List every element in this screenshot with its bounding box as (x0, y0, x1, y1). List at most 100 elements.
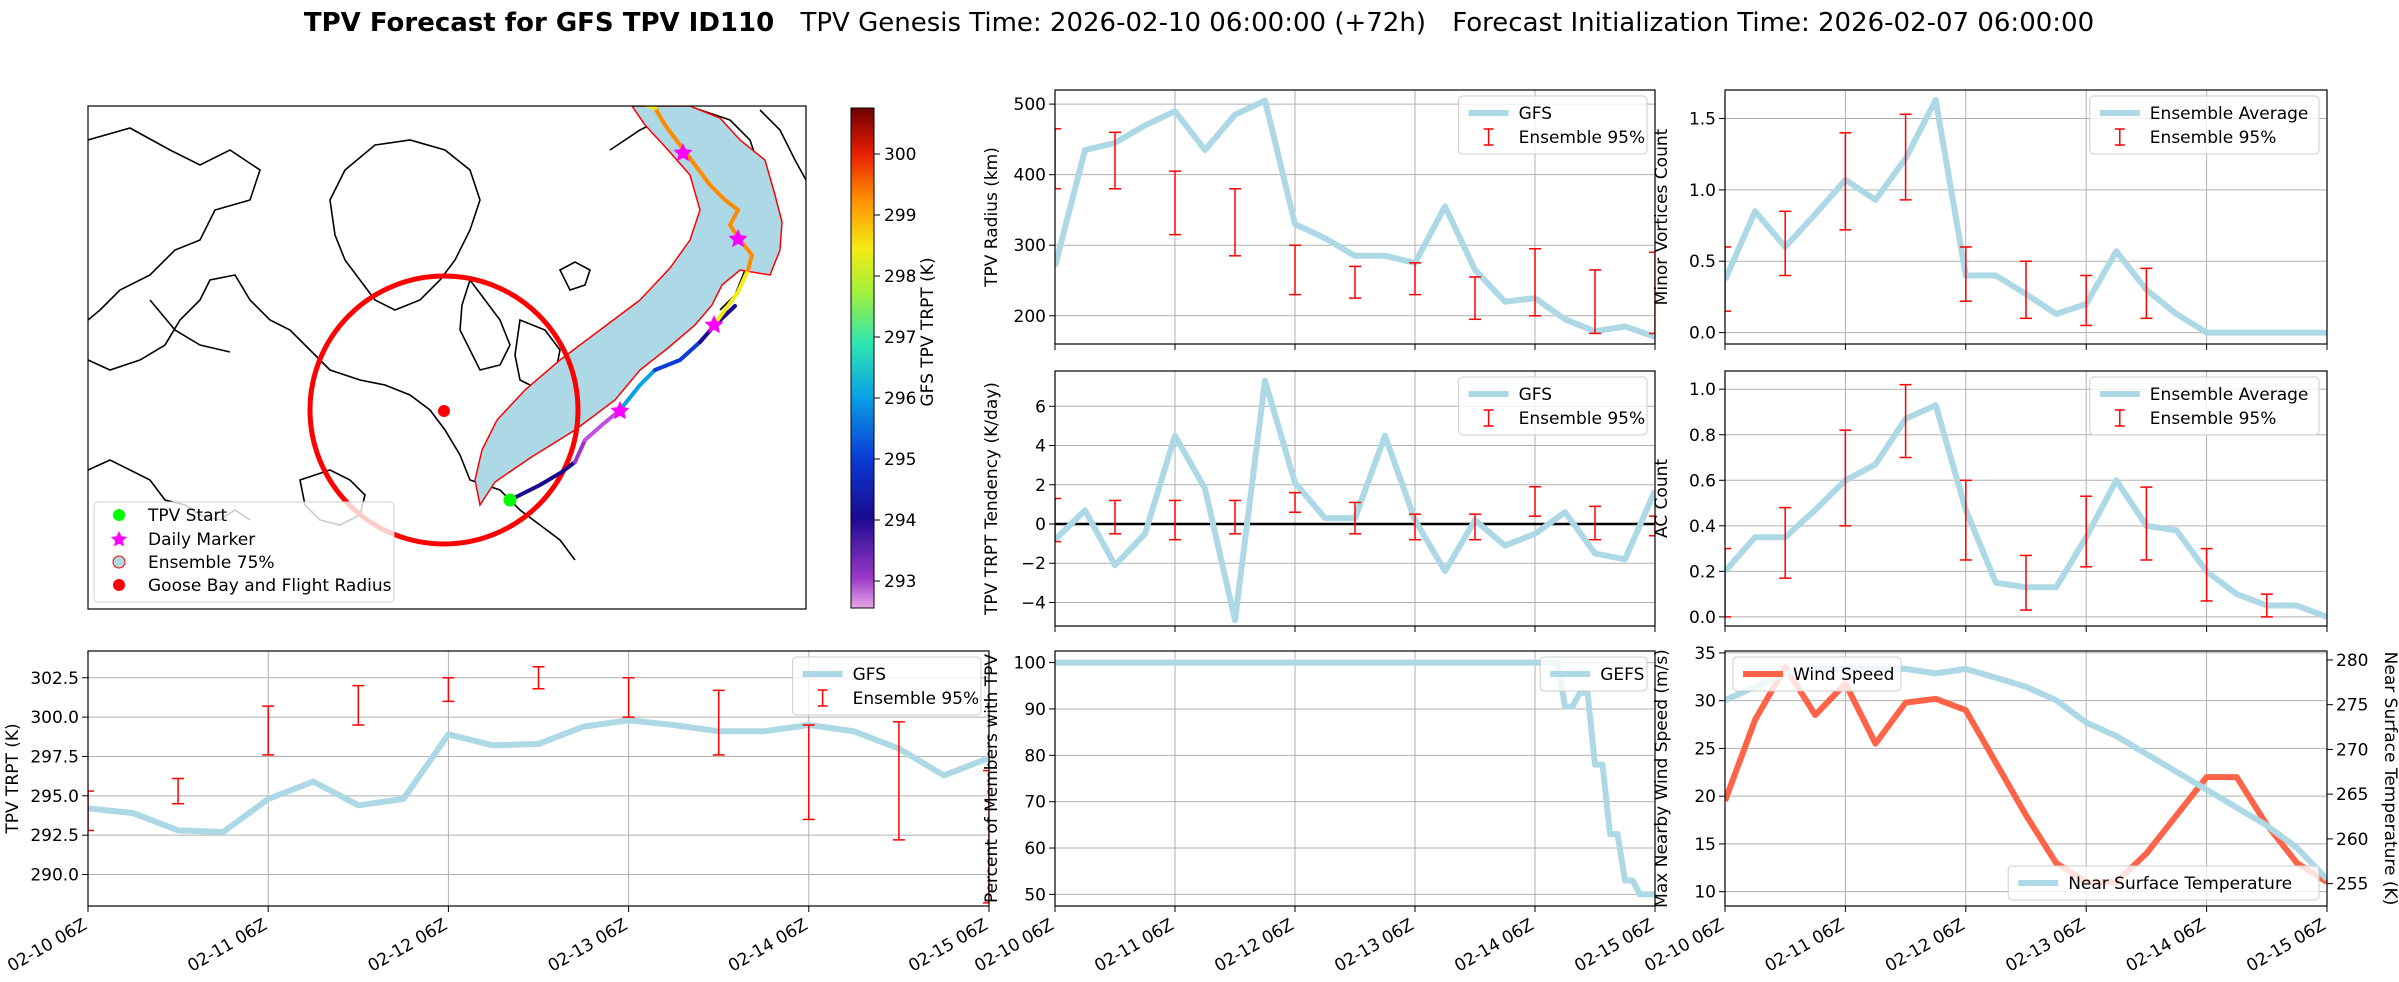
y-tick-label: 100 (1014, 654, 1046, 674)
y-tick-label: 0.8 (1689, 426, 1716, 446)
legend-label: GEFS (1600, 665, 1644, 685)
daily-marker-star (610, 401, 630, 420)
error-bar (1589, 505, 1601, 541)
error-bar (172, 777, 185, 805)
x-tick-label: 02-14 06Z (1451, 915, 1537, 976)
y-tick-label: 70 (1024, 793, 1046, 813)
legend-label: Ensemble Average (2150, 385, 2309, 405)
y-tick-label: 0.5 (1689, 252, 1716, 272)
legend: Ensemble Average Ensemble 95% (2089, 95, 2320, 155)
legend: GFS Ensemble 95% (1458, 376, 1648, 436)
series-line-gfs (88, 717, 989, 835)
colorbar-tick-label: 298 (884, 267, 916, 287)
error-bar (1839, 429, 1852, 527)
y-tick-label: 6 (1035, 397, 1046, 417)
y-tick-label: −4 (1021, 593, 1046, 613)
y-tick-label: 0.0 (1689, 324, 1716, 344)
y-axis-label-right: Near Surface Temperature (K) (2380, 652, 2399, 906)
error-bar (712, 689, 725, 756)
legend-label: GFS (1519, 104, 1552, 124)
error-bar (1055, 128, 1061, 190)
legend-label: Ensemble 95% (2150, 409, 2277, 429)
y-tick-label: 300 (1014, 236, 1046, 256)
legend-goose-bay-icon (113, 579, 125, 591)
y-axis-label: TPV TRPT (K) (3, 723, 23, 834)
legend-frame (1732, 656, 1902, 692)
legend-label: Wind Speed (1793, 665, 1894, 685)
y-axis-label: AC Count (1652, 459, 1672, 538)
title-bold: TPV Forecast for GFS TPV ID110 (304, 8, 774, 38)
error-bar (1649, 251, 1655, 335)
y-tick-label: 4 (1035, 437, 1046, 457)
error-bar (1649, 515, 1655, 537)
y-tick-label: 25 (1694, 739, 1716, 759)
error-bar (1169, 499, 1181, 541)
legend-label: Ensemble Average (2150, 104, 2309, 124)
y-tick-label: −2 (1021, 554, 1046, 574)
y-tick-label: 0.4 (1689, 517, 1716, 537)
x-tick-label: 02-15 06Z (2243, 915, 2329, 976)
colorbar-tick-label: 296 (884, 389, 916, 409)
figure-title: TPV Forecast for GFS TPV ID110 TPV Genes… (304, 8, 2094, 38)
daily-marker-star (728, 229, 748, 248)
legend-label: Ensemble 95% (853, 689, 980, 709)
chart-trpt: 02-10 06Z 02-11 06Z 02-12 06Z 02-13 06Z 02-1… (3, 650, 992, 976)
legend: GFS Ensemble 95% (1458, 95, 1648, 155)
legend: GEFS (1539, 656, 1648, 692)
error-bar (2080, 495, 2093, 568)
y-axis-label: Max Nearby Wind Speed (m/s) (1652, 649, 1672, 908)
x-tick-label: 02-13 06Z (1331, 915, 1417, 976)
error-bar (1725, 547, 1731, 618)
x-tick-label: 02-12 06Z (1211, 915, 1297, 976)
error-bar (1725, 246, 1731, 312)
error-bar (1109, 131, 1121, 190)
error-bar (352, 684, 365, 726)
error-bar (1469, 276, 1481, 321)
legend-label: Ensemble 95% (1519, 128, 1646, 148)
error-bar (983, 769, 989, 904)
flight-radius-circle (307, 273, 581, 547)
x-tick-label: 02-10 06Z (1641, 915, 1727, 976)
colorbar-tick-label: 293 (884, 572, 916, 592)
x-tick-label: 02-13 06Z (2002, 915, 2088, 976)
error-bar (1959, 246, 1972, 302)
plot-content (1725, 383, 2327, 620)
x-tick-label: 02-11 06Z (1762, 915, 1848, 976)
legend-frame (2007, 865, 2320, 901)
error-bar (2020, 554, 2032, 611)
legend-frame (2089, 95, 2320, 155)
legend-label: Ensemble 95% (2150, 128, 2277, 148)
error-bar (1109, 499, 1121, 535)
y-axis-label: Percent of Members with TPV (982, 654, 1002, 903)
error-bar (1779, 210, 1792, 277)
y-tick-label: 0 (1035, 515, 1046, 535)
y-tick-label: 80 (1024, 746, 1046, 766)
legend: Wind Speed (1732, 656, 1902, 692)
legend-label: GFS (1519, 385, 1552, 405)
legend: Ensemble Average Ensemble 95% (2089, 376, 2320, 436)
y-tick-label: 200 (1014, 307, 1046, 327)
legend-frame (1539, 656, 1648, 692)
x-tick-label: 02-10 06Z (4, 915, 90, 976)
ensemble-envelope (474, 106, 783, 507)
y-tick-label-right: 275 (2336, 696, 2368, 716)
chart-wind_temp: 02-10 06Z 02-11 06Z 02-12 06Z 02-13 06Z 02-1… (1641, 644, 2399, 976)
y-axis-label: Minor Vortices Count (1652, 128, 1672, 305)
colorbar-label: GFS TPV TRPT (K) (918, 257, 938, 406)
error-bar (1839, 132, 1852, 231)
x-tick-label: 02-13 06Z (545, 915, 631, 976)
title-init: Forecast Initialization Time: 2026-02-07… (1452, 8, 2094, 38)
legend-label: Near Surface Temperature (2068, 874, 2292, 894)
error-bar (2080, 274, 2093, 327)
colorbar-tick-label: 300 (884, 145, 916, 165)
x-tick-label: 02-14 06Z (725, 915, 811, 976)
y-tick-label: 1.0 (1689, 181, 1716, 201)
error-bar (1469, 513, 1481, 541)
error-bar (1055, 497, 1061, 543)
chart-percent: 02-10 06Z 02-11 06Z 02-12 06Z 02-13 06Z 02-1… (971, 650, 1658, 976)
error-bar (892, 721, 905, 841)
goose-bay-marker (438, 405, 450, 417)
y-tick-label: 300.0 (30, 708, 79, 728)
error-bar (1959, 479, 1972, 561)
